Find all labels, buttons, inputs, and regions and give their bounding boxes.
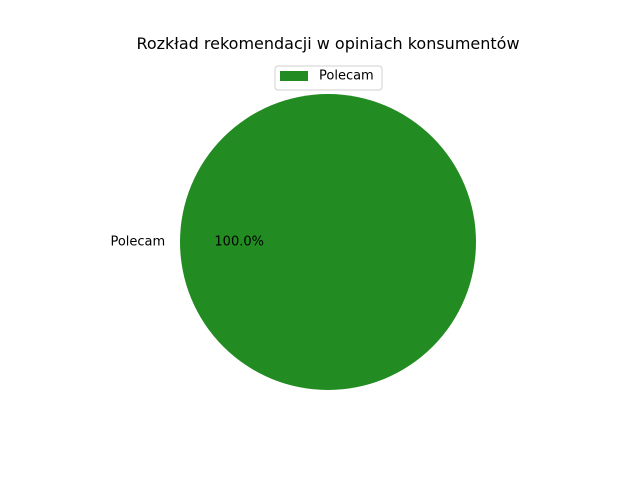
slice-label: Polecam	[110, 235, 165, 250]
chart-title: Rozkład rekomendacji w opiniach konsumen…	[136, 34, 519, 53]
legend-label: Polecam	[319, 69, 374, 84]
pie-labels: Polecam 100.0%	[110, 235, 264, 250]
pie-slice	[180, 94, 476, 390]
pie-slices	[180, 94, 476, 390]
legend: Polecam	[274, 65, 383, 91]
legend-swatch	[280, 71, 308, 81]
legend-items: Polecam	[280, 69, 374, 84]
slice-percent-label: 100.0%	[214, 235, 264, 250]
